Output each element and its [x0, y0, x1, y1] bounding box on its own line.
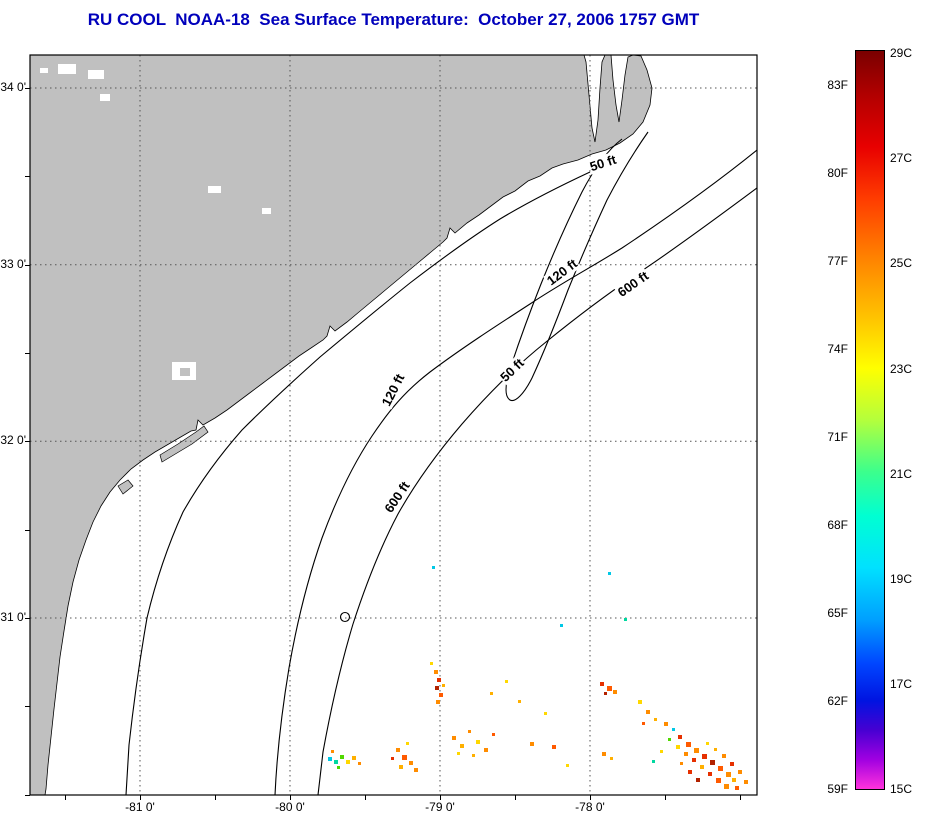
sst-pixel: [724, 784, 729, 789]
sst-pixel: [490, 692, 493, 695]
sst-pixel: [328, 757, 332, 761]
sst-pixel: [434, 670, 438, 674]
sst-pixel: [706, 742, 709, 745]
sst-pixel: [654, 718, 657, 721]
sst-pixel: [402, 755, 407, 760]
sst-pixel: [437, 678, 441, 682]
barrier-island: [159, 425, 209, 463]
sst-pixel: [432, 566, 435, 569]
sst-pixel: [530, 742, 534, 746]
sst-pixel: [744, 780, 748, 784]
sst-pixel: [660, 750, 663, 753]
sst-pixel: [722, 754, 726, 758]
sst-pixel: [664, 722, 668, 726]
sst-pixel: [738, 770, 742, 774]
sst-pixel: [409, 761, 413, 765]
map-frame: [29, 54, 758, 796]
sst-pixel: [638, 700, 642, 704]
sst-pixel: [708, 772, 712, 776]
sst-pixel: [702, 754, 707, 759]
sst-pixel: [680, 762, 683, 765]
sst-pixel: [684, 752, 688, 756]
sst-pixel: [716, 778, 721, 783]
sst-pixel: [668, 738, 671, 741]
sst-pixel: [391, 757, 394, 760]
sst-pixel: [710, 760, 715, 765]
sst-pixel: [560, 624, 563, 627]
sst-pixel: [406, 742, 409, 745]
sst-pixel: [688, 770, 692, 774]
sst-pixel: [346, 760, 350, 764]
inlet-island: [180, 368, 190, 376]
sst-pixel: [340, 755, 344, 759]
sst-pixel: [624, 618, 627, 621]
sst-pixel: [505, 680, 508, 683]
sst-pixel: [337, 766, 340, 769]
contour-50ft-nearshore: [125, 171, 591, 795]
sst-pixel: [608, 572, 611, 575]
sst-pixel: [414, 768, 418, 772]
sst-pixel: [484, 748, 488, 752]
sst-pixel: [544, 712, 547, 715]
sst-pixel: [735, 786, 739, 790]
sst-pixel: [714, 748, 717, 751]
sst-data-layer: [30, 55, 757, 795]
land-mass: [30, 55, 653, 795]
sst-pixel: [686, 742, 691, 747]
sst-pixel: [696, 778, 700, 782]
sst-pixel: [472, 754, 475, 757]
figure-title: RU COOL NOAA-18 Sea Surface Temperature:…: [87, 10, 700, 29]
sst-pixel: [518, 700, 521, 703]
sst-pixel: [642, 722, 645, 725]
sst-pixel: [732, 778, 736, 782]
sst-pixel: [399, 765, 403, 769]
sst-pixel: [468, 730, 471, 733]
sst-pixel: [600, 682, 604, 686]
sst-pixel: [331, 750, 334, 753]
sst-pixel: [442, 684, 445, 687]
sst-pixel: [358, 762, 361, 765]
sst-pixel: [613, 690, 617, 694]
sst-pixel: [435, 686, 439, 690]
sst-pixel: [604, 692, 607, 695]
sst-pixel: [436, 700, 440, 704]
sst-pixel: [678, 735, 682, 739]
sst-pixel: [352, 756, 356, 760]
contour-ring: [339, 611, 351, 623]
contour-50ft-shoals: [505, 131, 649, 402]
sst-pixel: [396, 748, 400, 752]
sst-pixel: [646, 710, 650, 714]
sst-pixel: [694, 748, 699, 753]
sst-pixel: [460, 744, 464, 748]
grid-lines: [30, 55, 757, 795]
sst-pixel: [476, 740, 480, 744]
sst-pixel: [430, 662, 433, 665]
sst-pixel: [607, 686, 612, 691]
sst-pixel: [452, 736, 456, 740]
sst-pixel: [672, 728, 675, 731]
sst-pixel: [566, 764, 569, 767]
sst-pixel: [692, 758, 696, 762]
sst-pixel: [602, 752, 606, 756]
sst-pixel: [552, 745, 556, 749]
sst-pixel: [652, 760, 655, 763]
sst-pixel: [492, 733, 495, 736]
sst-pixel: [726, 772, 731, 777]
sst-pixel: [334, 760, 338, 764]
sst-pixel: [457, 752, 460, 755]
sst-pixel: [676, 745, 680, 749]
sst-pixel: [730, 762, 734, 766]
barrier-island: [117, 479, 134, 495]
colorbar: [855, 50, 885, 790]
sst-pixel: [439, 693, 443, 697]
sst-pixel: [700, 765, 704, 769]
sst-pixel: [610, 757, 613, 760]
sst-pixel: [718, 766, 723, 771]
